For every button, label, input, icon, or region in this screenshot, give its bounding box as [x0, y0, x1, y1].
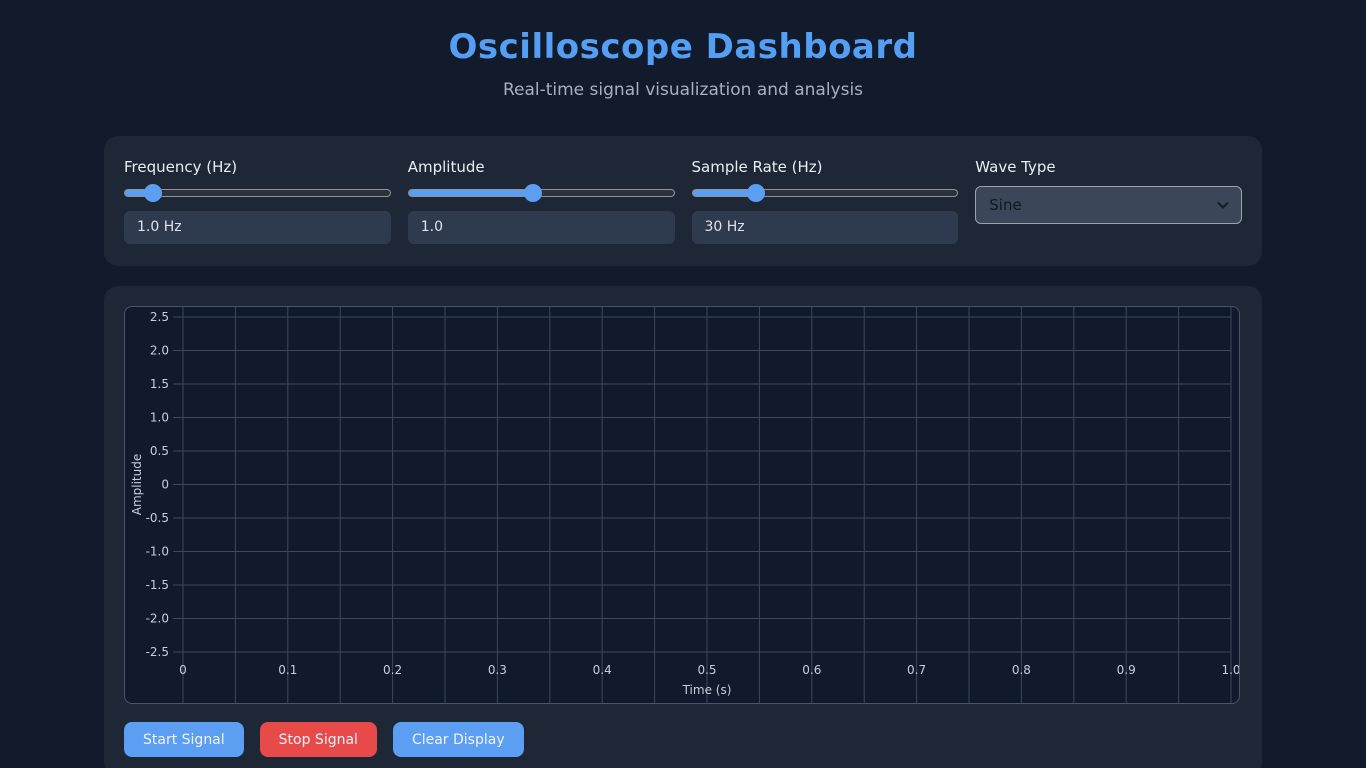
sample-rate-slider-thumb[interactable]: [746, 184, 765, 202]
amplitude-slider-fill: [408, 190, 535, 196]
signal-chart-svg: 2.5 2.0 1.5 1.0 0.5 0 -0.5 -1.0 -1.5 -2.0 -2.5 0 0.1…: [130, 307, 1239, 703]
amplitude-slider[interactable]: [407, 184, 675, 202]
frequency-label: Frequency (Hz): [124, 158, 238, 176]
amplitude-slider-thumb[interactable]: [524, 184, 543, 202]
page-title: Oscilloscope Dashboard: [448, 27, 918, 67]
signal-chart: 2.5 2.0 1.5 1.0 0.5 0 -0.5 -1.0 -1.5 -2.0 -2.5 0 0.1…: [124, 306, 1240, 704]
controls-panel: Frequency (Hz) 1.0 Hz Amplitude 1.0: [104, 136, 1262, 266]
wave-type-select[interactable]: Sine: [975, 186, 1242, 224]
sample-rate-slider[interactable]: [691, 184, 959, 202]
x-tick-label: 0.1: [278, 663, 297, 677]
header: Oscilloscope Dashboard Real-time signal …: [104, 0, 1262, 100]
amplitude-control: Amplitude 1.0: [407, 158, 675, 244]
wave-type-label: Wave Type: [975, 158, 1056, 176]
sample-rate-value: 30 Hz: [691, 211, 959, 244]
y-tick-label: 0: [161, 478, 169, 492]
frequency-slider[interactable]: [124, 184, 391, 202]
sample-rate-label: Sample Rate (Hz): [691, 158, 823, 176]
y-tick-label: -1.5: [146, 578, 169, 592]
page-subtitle: Real-time signal visualization and analy…: [502, 80, 864, 100]
x-axis-title: Time (s): [682, 683, 732, 697]
page: Oscilloscope Dashboard Real-time signal …: [104, 0, 1262, 768]
y-tick-label: 1.0: [150, 411, 169, 425]
x-tick-label: 0.2: [383, 663, 402, 677]
clear-display-button[interactable]: Clear Display: [392, 722, 524, 757]
amplitude-value: 1.0: [407, 211, 675, 244]
frequency-value: 1.0 Hz: [124, 211, 391, 244]
x-tick-label: 0: [179, 663, 187, 677]
x-tick-label: 0.5: [697, 663, 716, 677]
y-tick-label: -2.0: [146, 612, 169, 626]
stop-signal-button[interactable]: Stop Signal: [259, 722, 377, 757]
wave-type-select-wrap: Sine: [975, 186, 1242, 224]
wave-type-control: Wave Type Sine: [975, 158, 1242, 244]
chart-panel: 2.5 2.0 1.5 1.0 0.5 0 -0.5 -1.0 -1.5 -2.0 -2.5 0 0.1…: [104, 286, 1262, 768]
frequency-control: Frequency (Hz) 1.0 Hz: [124, 158, 391, 244]
x-tick-label: 0.8: [1012, 663, 1031, 677]
y-tick-label: 2.0: [150, 344, 169, 358]
button-row: Start Signal Stop Signal Clear Display: [124, 722, 1242, 757]
y-tick-label: 1.5: [150, 377, 169, 391]
y-axis-title: Amplitude: [130, 454, 144, 516]
sample-rate-control: Sample Rate (Hz) 30 Hz: [691, 158, 959, 244]
y-tick-label: -1.0: [146, 545, 169, 559]
x-tick-label: 0.7: [907, 663, 926, 677]
y-tick-label: -0.5: [146, 511, 169, 525]
amplitude-label: Amplitude: [407, 158, 485, 176]
frequency-slider-thumb[interactable]: [144, 184, 163, 202]
y-tick-label: 0.5: [150, 444, 169, 458]
x-tick-label: 0.3: [488, 663, 507, 677]
start-signal-button[interactable]: Start Signal: [124, 722, 244, 757]
y-tick-label: 2.5: [150, 310, 169, 324]
frequency-slider-fill: [125, 190, 155, 196]
sample-rate-slider-fill: [692, 190, 757, 196]
x-tick-label: 0.9: [1117, 663, 1136, 677]
frequency-slider-track: [124, 189, 391, 197]
x-tick-label: 1.0: [1221, 663, 1239, 677]
controls-grid: Frequency (Hz) 1.0 Hz Amplitude 1.0: [124, 156, 1242, 246]
x-tick-label: 0.4: [593, 663, 612, 677]
x-tick-label: 0.6: [802, 663, 821, 677]
sample-rate-slider-track: [691, 189, 959, 197]
y-tick-label: -2.5: [146, 645, 169, 659]
